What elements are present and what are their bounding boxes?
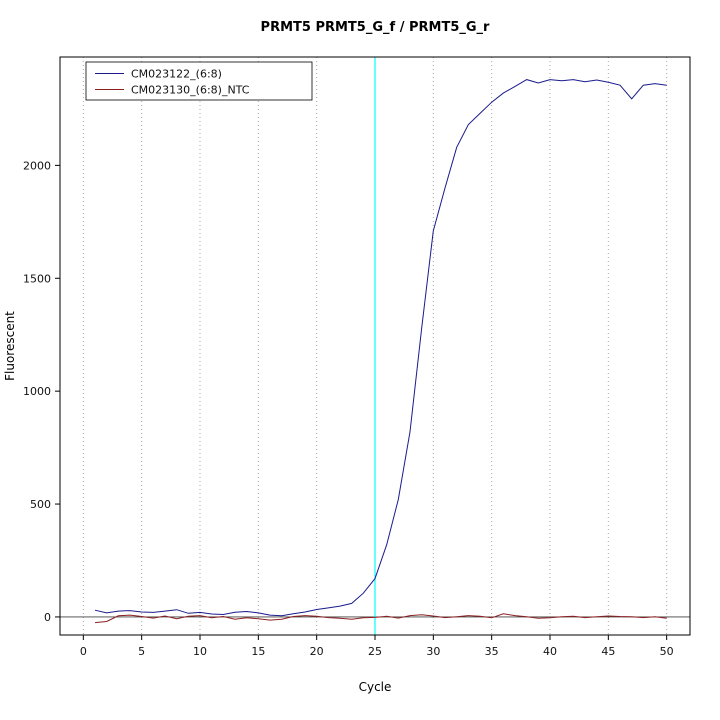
y-tick-label: 500	[30, 498, 51, 511]
legend-box	[85, 61, 313, 101]
y-tick-label: 1500	[23, 272, 51, 285]
y-tick-label: 1000	[23, 385, 51, 398]
legend: CM023122_(6:8) CM023130_(6:8)_NTC	[85, 61, 313, 101]
legend-label-series2: CM023130_(6:8)_NTC	[131, 84, 250, 97]
x-tick-label: 5	[138, 645, 145, 658]
x-tick-label: 40	[543, 645, 557, 658]
x-tick-label: 10	[193, 645, 207, 658]
x-tick-label: 30	[426, 645, 440, 658]
x-tick-label: 20	[310, 645, 324, 658]
y-tick-label: 0	[44, 611, 51, 624]
y-axis-label: Fluorescent	[3, 311, 17, 381]
y-tick-label: 2000	[23, 159, 51, 172]
series-line-1	[94, 79, 667, 617]
legend-label-series1: CM023122_(6:8)	[131, 68, 222, 81]
x-axis-label: Cycle	[359, 680, 392, 694]
series-line-2	[94, 613, 667, 624]
x-tick-label: 35	[485, 645, 499, 658]
x-tick-label: 25	[368, 645, 382, 658]
chart-title: PRMT5 PRMT5_G_f / PRMT5_G_r	[261, 20, 490, 35]
x-tick-label: 0	[80, 645, 87, 658]
x-tick-label: 45	[601, 645, 615, 658]
x-tick-label: 50	[660, 645, 674, 658]
x-tick-label: 15	[251, 645, 265, 658]
